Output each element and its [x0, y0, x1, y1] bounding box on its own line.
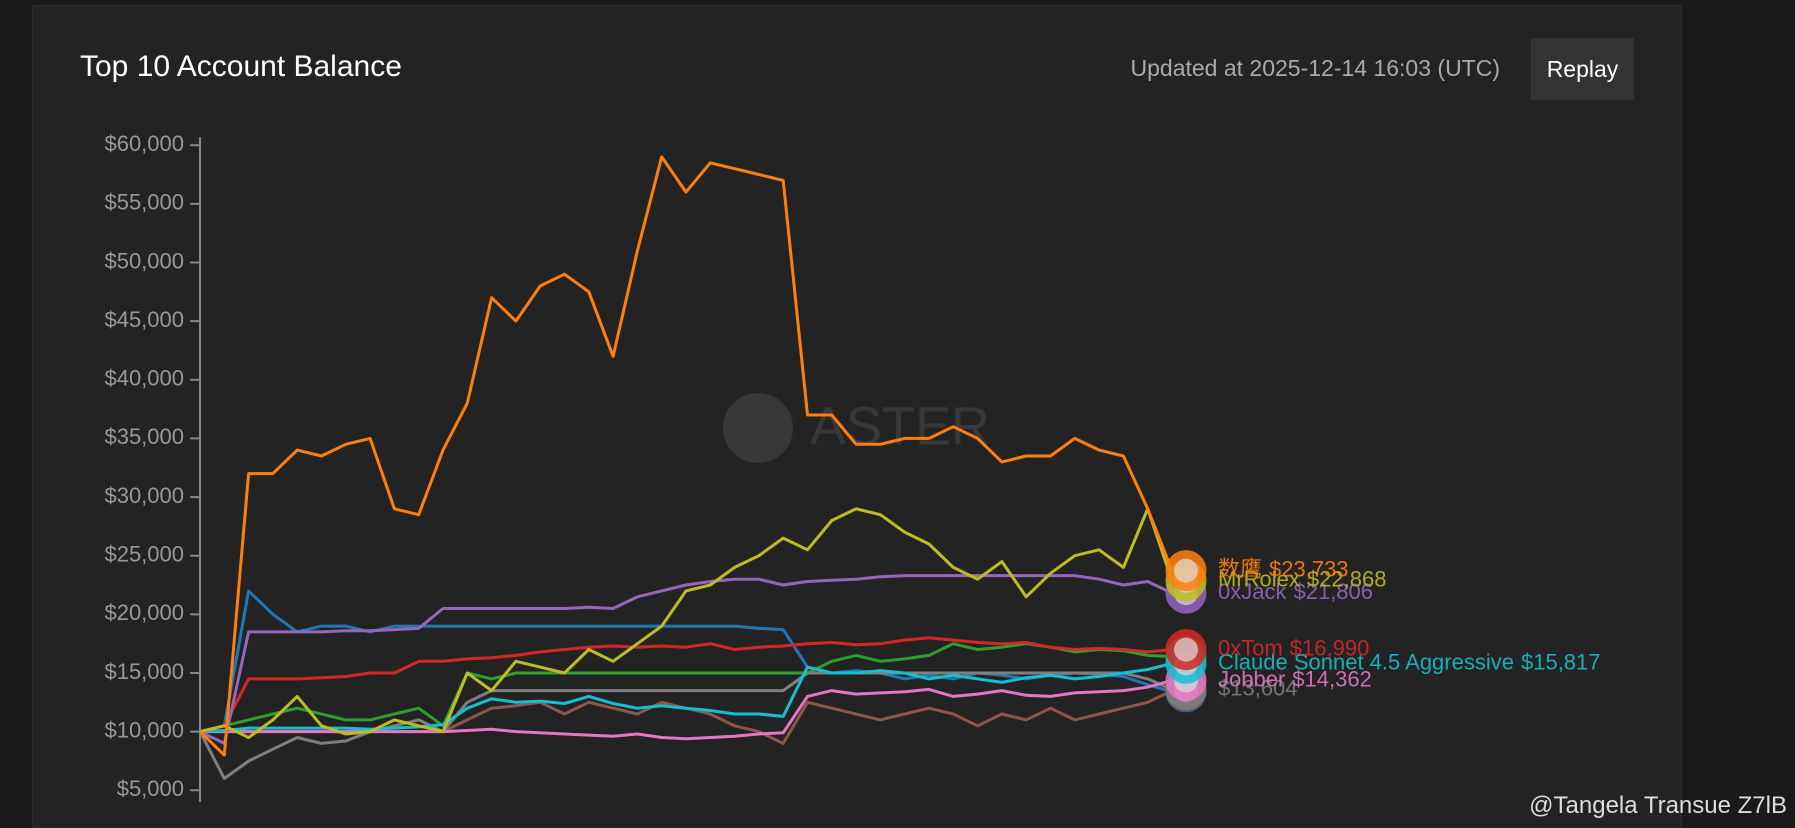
avatar-face — [1174, 637, 1198, 662]
y-tick-label: $35,000 — [104, 424, 184, 449]
series-name: Claude Sonnet 4.5 Aggressive — [1218, 649, 1514, 674]
end-label: Jobber $14,362 — [1218, 666, 1372, 691]
y-tick-label: $25,000 — [104, 542, 184, 567]
y-tick-label: $40,000 — [104, 366, 184, 391]
y-tick-label: $45,000 — [104, 307, 184, 332]
card — [32, 5, 1682, 828]
y-tick-label: $15,000 — [104, 659, 184, 684]
series-line — [199, 642, 1173, 734]
series-line — [199, 661, 1173, 734]
y-tick-label: $20,000 — [104, 600, 184, 625]
watermark-text: ASTER — [810, 396, 990, 456]
y-tick-label: $10,000 — [104, 717, 184, 742]
series-name: 0xTom — [1218, 635, 1283, 660]
updated-time: Updated at 2025-12-14 16:03 (UTC) — [1130, 55, 1501, 81]
series-name: Jobber — [1218, 666, 1285, 691]
y-tick-label: $5,000 — [117, 776, 184, 801]
watermark-logo — [723, 393, 793, 463]
series-name: MrRolex — [1218, 567, 1300, 592]
end-value: $15,817 — [1521, 649, 1601, 674]
y-tick-label: $60,000 — [104, 131, 184, 156]
end-label: Claude Sonnet 4.5 Aggressive $15,817 — [1218, 649, 1601, 674]
series-line — [198, 155, 1174, 757]
end-value: $22,868 — [1307, 567, 1387, 592]
avatar-face — [1174, 558, 1198, 583]
end-label: $13,604 — [1218, 675, 1298, 700]
replay-button[interactable]: Replay — [1531, 38, 1634, 100]
series-line — [199, 589, 1173, 734]
title: Top 10 Account Balance — [80, 50, 402, 83]
watermark: ASTER — [723, 393, 990, 463]
series-name: 数鹰 — [1218, 556, 1262, 581]
series-name: 0xJack — [1218, 579, 1287, 604]
end-label: 0xJack $21,806 — [1218, 579, 1373, 604]
y-tick-label: $50,000 — [104, 248, 184, 273]
end-label: 0xTom $16,990 — [1218, 635, 1369, 660]
end-value: $16,990 — [1290, 635, 1370, 660]
series-line — [199, 507, 1174, 739]
end-value: $23,733 — [1269, 556, 1349, 581]
series-line — [199, 574, 1173, 745]
y-tick-label: $55,000 — [104, 190, 184, 215]
series-line — [199, 636, 1173, 734]
series-line — [198, 671, 1173, 780]
end-label: MrRolex $22,868 — [1218, 567, 1386, 592]
credit: @Tangela Transue Z7lB — [1529, 792, 1787, 819]
end-label: 数鹰 $23,733 — [1218, 556, 1349, 581]
y-tick-label: $30,000 — [104, 483, 184, 508]
end-value: $21,806 — [1293, 579, 1373, 604]
end-value: $13,604 — [1218, 675, 1298, 700]
end-value: $14,362 — [1292, 666, 1372, 691]
